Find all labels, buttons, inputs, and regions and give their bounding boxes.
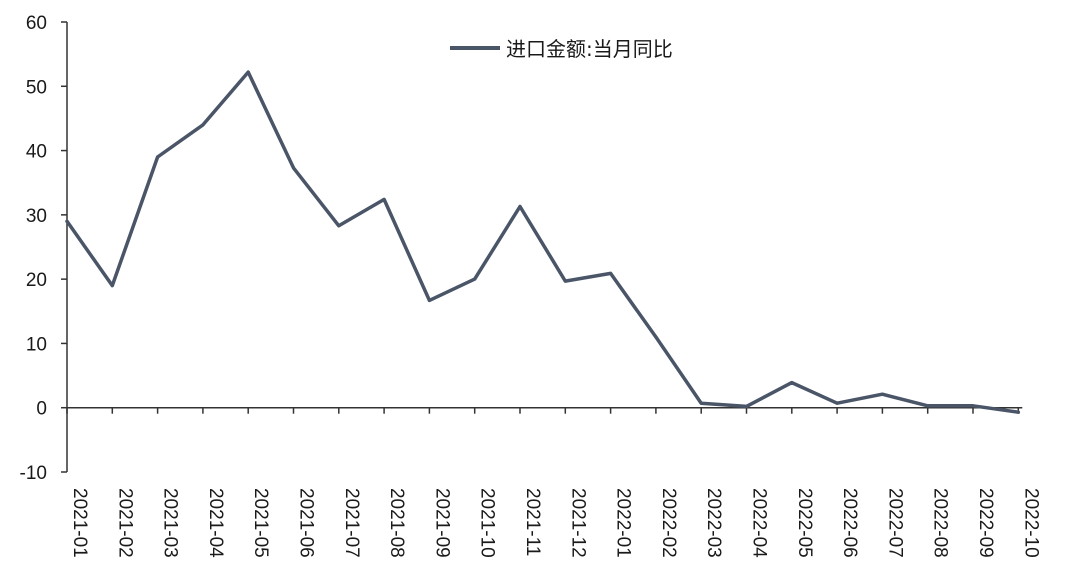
data-point (427, 298, 431, 302)
y-tick-label: 50 (26, 77, 47, 98)
x-tick-label: 2022-06 (839, 488, 860, 558)
data-point (292, 166, 295, 170)
x-tick-label: 2022-03 (703, 488, 724, 558)
data-point (473, 277, 477, 281)
x-tick-label: 2022-10 (1020, 488, 1041, 558)
data-point (382, 197, 386, 201)
legend-label: 进口金额:当月同比 (506, 37, 673, 61)
x-tick-label: 2021-05 (250, 488, 271, 558)
data-point (65, 219, 69, 223)
series-layer (65, 70, 1021, 414)
x-tick-label: 2021-11 (522, 488, 543, 556)
data-point (609, 271, 613, 275)
x-tick-label: 2021-04 (205, 488, 226, 558)
x-tick-label: 2021-10 (477, 488, 498, 558)
x-tick-label: 2022-07 (884, 488, 905, 558)
x-tick-label: 2021-12 (567, 488, 588, 558)
y-tick-label: 40 (26, 142, 47, 163)
x-tick-label: 2022-09 (975, 488, 996, 558)
x-axis: 2021-01 2021-02 2021-03 2021-04 2021-05 2021-… (66, 406, 1041, 558)
data-point (790, 381, 794, 385)
x-tick-label: 2021-02 (114, 488, 135, 558)
data-point (201, 123, 205, 127)
data-point (563, 279, 567, 283)
x-tick-label: 2021-07 (341, 488, 362, 558)
data-point (835, 401, 839, 405)
x-tick-label: 2021-09 (431, 488, 452, 558)
data-point (518, 205, 522, 208)
x-tick-label: 2022-04 (749, 488, 770, 558)
y-tick-label: 60 (26, 13, 47, 34)
x-tick-label: 2022-01 (613, 488, 634, 558)
x-tick-label: 2021-01 (69, 488, 90, 558)
data-point (654, 335, 658, 339)
data-point (926, 404, 930, 408)
data-point (971, 404, 975, 408)
data-point (1016, 410, 1020, 414)
x-tick-label: 2021-08 (386, 488, 407, 558)
data-point (156, 155, 160, 159)
y-tick-label: 20 (26, 270, 47, 291)
x-tick-label: 2022-02 (658, 488, 679, 558)
y-tick-label: -10 (20, 463, 47, 484)
series-line (65, 70, 1021, 414)
x-tick-label: 2021-03 (160, 488, 181, 558)
data-point (699, 401, 703, 405)
data-point (745, 404, 748, 408)
y-axis: -10 0 10 20 30 40 50 60 (20, 13, 68, 484)
data-point (246, 70, 250, 74)
y-tick-label: 0 (36, 399, 47, 420)
data-point (880, 392, 884, 396)
y-tick-label: 30 (26, 206, 47, 227)
legend: 进口金额:当月同比 (450, 37, 673, 61)
x-tick-label: 2022-05 (794, 488, 815, 558)
x-tick-label: 2021-06 (296, 488, 317, 558)
data-point (110, 284, 114, 288)
y-tick-label: 10 (26, 334, 47, 355)
data-point (337, 224, 341, 228)
x-tick-label: 2022-08 (930, 488, 951, 558)
